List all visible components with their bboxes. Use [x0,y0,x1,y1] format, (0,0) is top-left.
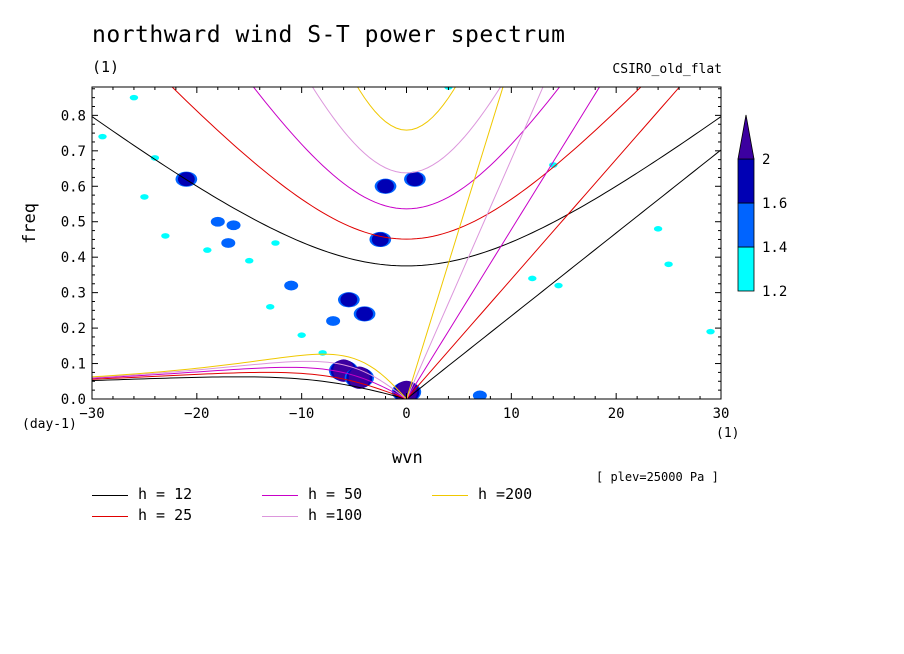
power-blob [528,275,537,282]
pressure-level-annotation: [ plev=25000 Pa ] [596,470,719,484]
kelvin-wave-curve [406,87,601,399]
legend-label: h =200 [478,485,533,503]
colorbar-segment [737,246,755,292]
legend-label: h = 50 [308,485,363,503]
power-blob [371,232,389,247]
rossby-wave-curve [92,371,407,399]
power-blob [664,261,673,268]
y-tick-label: 0.3 [61,286,86,302]
power-blob [653,226,663,232]
y-tick-label: 0.1 [61,357,86,373]
y-tick-label: 0.6 [61,179,86,195]
colorbar-label: 1.2 [762,284,787,300]
x-tick-label: 30 [713,406,730,422]
kelvin-wave-curve [406,149,721,399]
power-blob [554,282,563,289]
power-blob [140,194,149,200]
inertia-gravity-wave-curve [357,87,456,131]
legend-swatch [262,495,298,496]
inertia-gravity-wave-curve [252,87,561,210]
legend-swatch [92,516,128,517]
inertia-gravity-wave-curve [311,87,502,174]
x-axis-unit: (1) [716,426,740,441]
x-axis-label: wvn [392,448,423,468]
inertia-gravity-wave-curve [92,116,721,267]
legend-swatch [262,516,298,517]
power-blob [706,328,715,335]
power-blob [226,220,241,231]
power-blob [377,179,394,194]
x-tick-label: −20 [184,406,209,422]
power-blob [396,380,417,399]
legend-swatch [432,495,468,496]
colorbar-label: 2 [762,152,770,168]
kelvin-wave-curve [406,87,504,399]
colorbar-segment [737,202,755,248]
colorbar-label: 1.4 [762,240,787,256]
axes: −30 −20 −10 0 10 20 30 0.0 0.1 0.2 0.3 0.4 0.5 0.6 0.7… [61,87,730,422]
power-blob [221,238,236,248]
power-blob [326,316,341,326]
power-blob [472,390,487,399]
x-tick-label: 0 [402,406,410,422]
colorbar-extension [737,114,755,160]
power-blob [297,332,306,338]
power-contours [98,87,715,399]
dispersion-curves [92,87,721,399]
power-blob [356,306,373,321]
legend-label: h = 25 [138,506,193,524]
colorbar: 1.2 1.4 1.6 2 [737,114,787,300]
chart-title: northward wind S-T power spectrum [92,22,566,48]
power-blob [318,350,327,356]
power-blob [266,304,275,310]
power-blob [98,133,107,140]
power-blob [129,94,139,101]
power-blob [340,292,358,307]
power-blob [210,216,225,227]
x-tick-label: −10 [289,406,314,422]
model-name-label: CSIRO_old_flat [612,62,722,77]
power-blob [150,155,160,161]
y-axis-unit: (day-1) [22,417,77,432]
power-blob [161,233,170,239]
inertia-gravity-wave-curve [171,87,642,240]
y-tick-label: 0.5 [61,215,86,231]
rossby-wave-curve [92,376,407,399]
power-blob [245,257,254,264]
kelvin-wave-curve [406,87,681,399]
power-blob [406,172,424,187]
rossby-wave-curve [92,366,407,399]
colorbar-segment [737,158,755,204]
legend-label: h = 12 [138,485,193,503]
y-tick-label: 0.7 [61,144,86,160]
plot-frame [91,86,722,400]
y-tick-label: 0.4 [61,250,86,266]
rossby-wave-curve [92,360,407,399]
colorbar-label: 1.6 [762,196,787,212]
x-tick-label: 10 [503,406,520,422]
kelvin-wave-curve [406,87,544,399]
power-blob [284,280,299,291]
x-tick-label: 20 [608,406,625,422]
power-blob [271,240,280,246]
rossby-wave-curve [92,353,407,399]
x-tick-label: −30 [79,406,104,422]
y-tick-label: 0.0 [61,392,86,408]
y-tick-label: 0.8 [61,108,86,124]
power-blob [549,162,558,168]
legend-swatch [92,495,128,496]
y-tick-label: 0.2 [61,321,86,337]
legend-label: h =100 [308,506,363,524]
chart-subtitle-unit: (1) [92,58,120,76]
power-blob [203,247,212,253]
